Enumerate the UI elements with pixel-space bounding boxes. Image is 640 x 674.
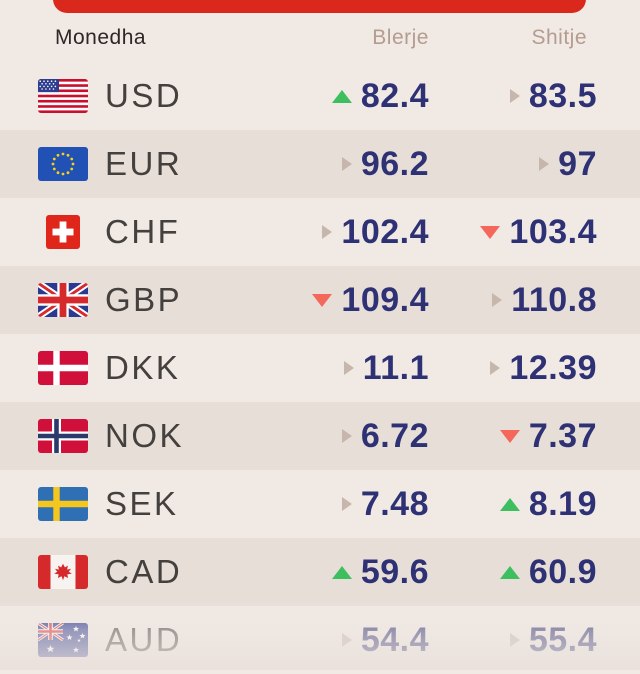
sell-value: 97	[558, 144, 597, 183]
currency-code: USD	[105, 77, 183, 114]
trend-down-icon	[480, 225, 501, 239]
trend-steady-icon	[509, 89, 520, 103]
sweden-flag	[38, 487, 88, 521]
column-header-buy: Blerje	[372, 25, 429, 49]
sell-cell: 110.8	[429, 281, 597, 320]
currency-cell: GBP	[38, 281, 249, 319]
trend-steady-icon	[343, 361, 354, 375]
currency-code: EUR	[105, 145, 183, 182]
rates-table-header: Monedha Blerje Shitje	[0, 0, 640, 62]
sell-cell: 83.5	[429, 77, 597, 116]
buy-cell: 59.6	[249, 553, 429, 592]
buy-value: 7.48	[360, 484, 429, 523]
currency-cell: DKK	[38, 349, 249, 387]
buy-cell: 109.4	[249, 281, 429, 320]
currency-code: CHF	[105, 213, 181, 250]
buy-value: 82.4	[360, 76, 429, 115]
buy-value: 6.72	[360, 416, 429, 455]
buy-cell: 7.48	[249, 485, 429, 524]
rates-table-body: USD 82.4 83.5 EUR 96.2 97 CHF	[0, 62, 640, 674]
sell-value: 7.37	[528, 416, 597, 455]
buy-cell: 11.1	[249, 349, 429, 388]
buy-cell: 6.72	[249, 417, 429, 456]
buy-value: 54.4	[360, 620, 429, 659]
sell-cell: 55.4	[429, 621, 597, 660]
currency-code: DKK	[105, 349, 181, 386]
buy-cell: 96.2	[249, 145, 429, 184]
buy-cell: 102.4	[249, 213, 429, 252]
sell-cell: 97	[429, 145, 597, 184]
buy-value: 96.2	[360, 144, 429, 183]
currency-row[interactable]: DKK 11.1 12.39	[0, 334, 640, 402]
currency-row[interactable]: NOK 6.72 7.37	[0, 402, 640, 470]
currency-cell: NOK	[38, 417, 249, 455]
sell-value: 55.4	[528, 620, 597, 659]
currency-row[interactable]: AUD 54.4 55.4	[0, 606, 640, 674]
sell-value: 83.5	[528, 76, 597, 115]
currency-row[interactable]: CAD 59.6 60.9	[0, 538, 640, 606]
currency-row[interactable]: GBP 109.4 110.8	[0, 266, 640, 334]
currency-cell: USD	[38, 77, 249, 115]
currency-cell: CAD	[38, 553, 249, 591]
sell-cell: 12.39	[429, 349, 597, 388]
column-header-sell: Shitje	[531, 25, 587, 49]
trend-up-icon	[499, 497, 520, 511]
currency-code: AUD	[105, 621, 183, 658]
currency-row[interactable]: USD 82.4 83.5	[0, 62, 640, 130]
sell-cell: 7.37	[429, 417, 597, 456]
trend-up-icon	[331, 89, 352, 103]
sell-cell: 103.4	[429, 213, 597, 252]
currency-code: CAD	[105, 553, 183, 590]
trend-steady-icon	[341, 429, 352, 443]
canada-flag	[38, 555, 88, 589]
sell-value: 103.4	[509, 212, 597, 251]
currency-code: GBP	[105, 281, 183, 318]
sell-value: 8.19	[528, 484, 597, 523]
red-pill-header[interactable]	[53, 0, 586, 13]
switzerland-flag	[38, 215, 88, 249]
currency-row[interactable]: EUR 96.2 97	[0, 130, 640, 198]
trend-steady-icon	[322, 225, 333, 239]
sell-value: 60.9	[528, 552, 597, 591]
currency-row[interactable]: CHF 102.4 103.4	[0, 198, 640, 266]
trend-steady-icon	[341, 633, 352, 647]
trend-steady-icon	[539, 157, 550, 171]
buy-value: 11.1	[362, 348, 429, 387]
norway-flag	[38, 419, 88, 453]
column-header-currency: Monedha	[55, 25, 147, 49]
sell-value: 12.39	[509, 348, 597, 387]
sell-cell: 8.19	[429, 485, 597, 524]
trend-steady-icon	[341, 497, 352, 511]
currency-cell: SEK	[38, 485, 249, 523]
trend-steady-icon	[509, 633, 520, 647]
eu-flag	[38, 147, 88, 181]
uk-flag	[38, 283, 88, 317]
trend-up-icon	[331, 565, 352, 579]
currency-cell: AUD	[38, 621, 249, 659]
currency-row[interactable]: SEK 7.48 8.19	[0, 470, 640, 538]
buy-value: 102.4	[341, 212, 429, 251]
usa-flag	[38, 79, 88, 113]
sell-cell: 60.9	[429, 553, 597, 592]
trend-up-icon	[499, 565, 520, 579]
buy-value: 59.6	[360, 552, 429, 591]
trend-down-icon	[499, 429, 520, 443]
buy-cell: 54.4	[249, 621, 429, 660]
buy-cell: 82.4	[249, 77, 429, 116]
buy-value: 109.4	[341, 280, 429, 319]
sell-value: 110.8	[511, 280, 597, 319]
currency-cell: CHF	[38, 213, 249, 251]
denmark-flag	[38, 351, 88, 385]
currency-code: SEK	[105, 485, 179, 522]
currency-code: NOK	[105, 417, 185, 454]
trend-steady-icon	[490, 361, 501, 375]
trend-steady-icon	[492, 293, 503, 307]
australia-flag	[38, 623, 88, 657]
trend-down-icon	[312, 293, 333, 307]
trend-steady-icon	[341, 157, 352, 171]
currency-cell: EUR	[38, 145, 249, 183]
